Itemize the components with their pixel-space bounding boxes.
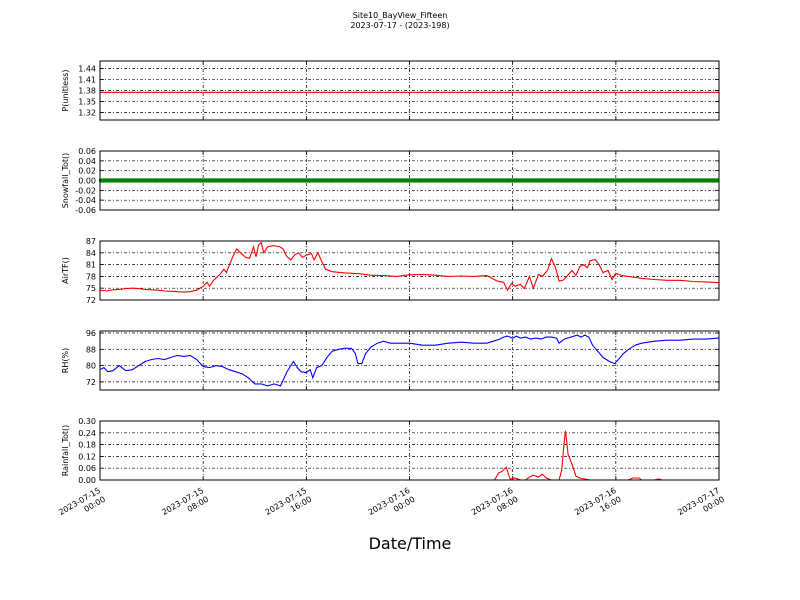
series-line [99, 334, 720, 387]
y-tick-label: 87 [86, 237, 96, 246]
y-axis-label: RH(%) [61, 348, 70, 373]
y-tick-label: 72 [86, 378, 96, 387]
y-axis-label: AirTF() [61, 257, 70, 284]
x-tick-label: 2023-07-1516:00 [264, 486, 314, 526]
y-tick-label: 0.00 [78, 177, 96, 186]
y-tick-label: 0.06 [78, 147, 96, 156]
panel-frame [99, 240, 720, 301]
y-tick-label: -0.06 [75, 206, 96, 215]
y-tick-label: 0.30 [78, 417, 96, 426]
panel-frame [99, 150, 720, 211]
y-tick-label: 88 [86, 345, 96, 354]
x-tick-label: 2023-07-1508:00 [160, 486, 210, 526]
y-tick-label: 75 [86, 284, 96, 293]
y-tick-label: 0.24 [78, 429, 96, 438]
y-tick-label: 0.18 [78, 441, 96, 450]
y-tick-label: 0.00 [78, 476, 96, 485]
y-tick-label: 1.41 [78, 75, 96, 84]
y-tick-label: 84 [86, 249, 96, 258]
y-tick-label: 78 [86, 272, 96, 281]
y-tick-label: 0.12 [78, 452, 96, 461]
y-tick-label: -0.02 [75, 186, 96, 195]
y-tick-label: 1.44 [78, 64, 96, 73]
y-tick-label: 81 [86, 261, 96, 270]
y-axis-label: P(unitless) [61, 69, 70, 111]
y-tick-label: 0.04 [78, 157, 96, 166]
x-tick-label: 2023-07-1616:00 [573, 486, 623, 526]
x-axis-label: Date/Time [368, 534, 452, 553]
x-tick-label: 2023-07-1700:00 [676, 486, 726, 526]
series-line [99, 241, 720, 293]
y-tick-label: 96 [86, 329, 96, 338]
chart-title: Site10_BayView_Fifteen [352, 11, 448, 20]
y-tick-label: 72 [86, 296, 96, 305]
y-tick-label: 1.35 [78, 98, 96, 107]
y-axis-label: Rainfall_Tot() [61, 425, 70, 477]
y-tick-label: 1.32 [78, 109, 96, 118]
chart-subtitle: 2023-07-17 - (2023-198) [350, 21, 450, 30]
panel-frame [99, 330, 720, 391]
y-tick-label: 80 [86, 362, 96, 371]
panel-frame [99, 60, 720, 121]
y-tick-label: -0.04 [75, 196, 96, 205]
y-tick-label: 0.06 [78, 464, 96, 473]
y-tick-label: 0.02 [78, 167, 96, 176]
x-tick-label: 2023-07-1600:00 [367, 486, 417, 526]
series-line [100, 430, 719, 481]
x-tick-label: 2023-07-1608:00 [470, 486, 520, 526]
panel-frame [99, 420, 720, 481]
y-axis-label: Snowfall_Tot() [61, 153, 70, 209]
x-tick-label: 2023-07-1500:00 [57, 486, 107, 526]
y-tick-label: 1.38 [78, 87, 96, 96]
series-marker [714, 178, 720, 183]
